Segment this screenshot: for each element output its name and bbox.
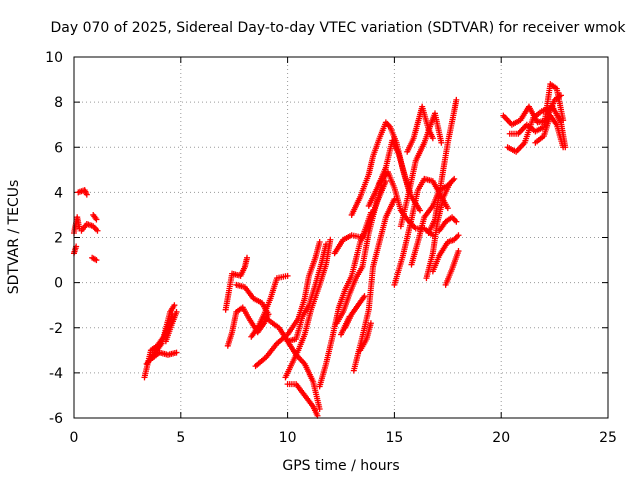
y-tick-label: -4 (49, 366, 63, 382)
y-tick-label: -6 (49, 411, 63, 427)
data-point (284, 272, 291, 279)
data-point (173, 308, 180, 315)
data-point (455, 248, 462, 255)
chart-title: Day 070 of 2025, Sidereal Day-to-day VTE… (51, 20, 627, 36)
x-tick-label: 10 (279, 430, 297, 446)
y-tick-label: 4 (54, 185, 63, 201)
data-marks (71, 81, 569, 419)
y-tick-label: -2 (49, 321, 63, 337)
data-point (171, 302, 178, 309)
data-point (93, 216, 100, 223)
data-point (316, 239, 323, 246)
data-point (453, 96, 460, 103)
data-point (94, 227, 101, 234)
y-tick-label: 10 (45, 50, 63, 66)
y-tick-label: 8 (54, 95, 63, 111)
data-point (93, 257, 100, 264)
plot-frame (73, 56, 609, 419)
data-point (451, 175, 458, 182)
x-tick-label: 0 (70, 430, 79, 446)
x-tick-label: 25 (599, 430, 617, 446)
y-tick-label: 6 (54, 140, 63, 156)
x-tick-label: 15 (385, 430, 403, 446)
data-point (391, 196, 398, 203)
data-point (327, 236, 334, 243)
data-point (444, 205, 451, 212)
x-tick-label: 5 (176, 430, 185, 446)
x-axis-label: GPS time / hours (282, 458, 399, 474)
data-point (316, 405, 323, 412)
data-point (438, 139, 445, 146)
data-point (323, 241, 330, 248)
data-point (244, 254, 251, 261)
data-point (560, 117, 567, 124)
data-point (83, 191, 90, 198)
data-point (417, 207, 424, 214)
data-point (446, 180, 453, 187)
data-point (455, 232, 462, 239)
x-tick-label: 20 (492, 430, 510, 446)
y-tick-label: 2 (54, 231, 63, 247)
data-point (560, 144, 567, 151)
tick-layer: 0 5 10 15 20 25 -6 -4 -2 0 2 4 6 8 10 (45, 50, 617, 446)
data-point (453, 218, 460, 225)
y-axis-label: SDTVAR / TECUs (6, 180, 22, 295)
data-point (429, 135, 436, 142)
grid-layer (74, 57, 608, 418)
data-point (173, 349, 180, 356)
data-point (361, 293, 368, 300)
y-tick-label: 0 (54, 276, 63, 292)
data-point (367, 320, 374, 327)
